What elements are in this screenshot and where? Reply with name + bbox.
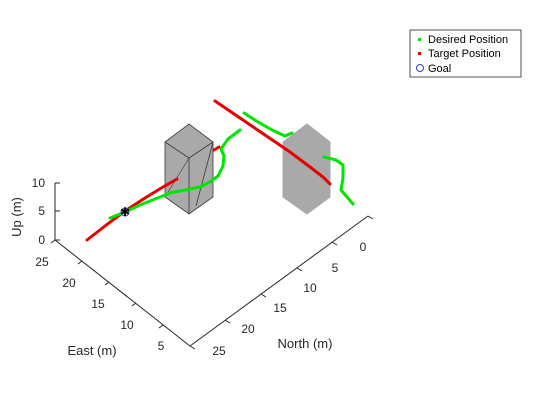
x-tick-mark — [260, 293, 267, 298]
x-tick-mark — [296, 267, 303, 272]
x-tick-mark — [224, 319, 231, 324]
desired-position-trajectory-1 — [108, 128, 242, 220]
legend-marker-goal-icon — [416, 64, 424, 72]
x-axis-line — [189, 215, 369, 347]
goal-asterisk-icon: ✱ — [120, 205, 130, 219]
goal-marker: ✱ — [120, 205, 130, 219]
x-tick-label: 10 — [303, 281, 317, 295]
x-tick-label: 25 — [212, 344, 226, 358]
x-tick-label: 20 — [241, 322, 255, 336]
legend-label-goal: Goal — [428, 63, 451, 75]
y-tick-label: 20 — [62, 276, 76, 290]
desired-position-trajectory-2 — [242, 111, 294, 138]
x-axis-label: North (m) — [278, 336, 333, 351]
legend-label-target: Target Position — [428, 48, 501, 60]
obstacle-edge — [195, 141, 214, 207]
y-tick-label: 15 — [91, 297, 105, 311]
x-tick-label: 5 — [332, 261, 339, 275]
series-target-position — [85, 99, 332, 242]
obstacle-edge — [164, 141, 190, 159]
z-tick-label: 0 — [38, 233, 45, 247]
series-desired-position — [108, 111, 355, 220]
x-tick-label: 15 — [273, 301, 287, 315]
y-tick-mark — [50, 239, 56, 244]
y-axis-line — [54, 239, 191, 347]
z-tick-label: 5 — [38, 204, 45, 218]
y-tick-label: 25 — [35, 255, 49, 269]
obstacle-edge — [188, 141, 214, 159]
axes-box — [54, 183, 369, 347]
desired-position-trajectory-3 — [322, 155, 355, 206]
y-tick-label: 10 — [120, 318, 134, 332]
target-position-trajectory-3 — [213, 99, 332, 186]
legend-label-desired: Desired Position — [428, 34, 508, 46]
y-tick-mark — [131, 302, 137, 307]
legend: Desired Position Target Position Goal — [409, 29, 522, 78]
target-position-trajectory-1 — [85, 177, 179, 242]
legend-box — [409, 29, 522, 78]
x-tick-mark — [367, 215, 374, 220]
x-tick-label: 0 — [360, 240, 367, 254]
obstacle-solid-hexagonal-prism — [282, 123, 331, 215]
target-position-trajectory-2 — [212, 145, 221, 152]
tick-marks — [50, 182, 374, 350]
x-tick-mark — [331, 241, 338, 246]
z-tick-label: 10 — [32, 176, 46, 190]
legend-marker-target — [418, 52, 421, 55]
y-axis-label: East (m) — [67, 343, 116, 358]
y-tick-mark — [77, 260, 83, 265]
legend-marker-desired — [418, 38, 421, 41]
goal-circle-icon — [120, 207, 130, 217]
z-axis-label: Up (m) — [9, 197, 24, 237]
y-tick-label: 5 — [158, 339, 165, 353]
obstacle-face — [282, 123, 331, 215]
x-tick-mark — [189, 345, 196, 350]
y-tick-mark — [158, 324, 164, 329]
y-tick-mark — [104, 281, 110, 286]
obstacle-wireframe-hexagonal-prism — [164, 123, 214, 215]
